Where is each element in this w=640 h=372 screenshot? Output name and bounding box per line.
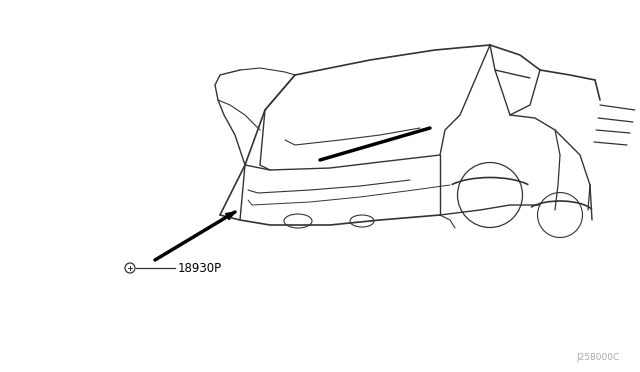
Text: J258000C: J258000C bbox=[577, 353, 620, 362]
Text: 18930P: 18930P bbox=[178, 262, 222, 275]
Polygon shape bbox=[225, 212, 235, 219]
